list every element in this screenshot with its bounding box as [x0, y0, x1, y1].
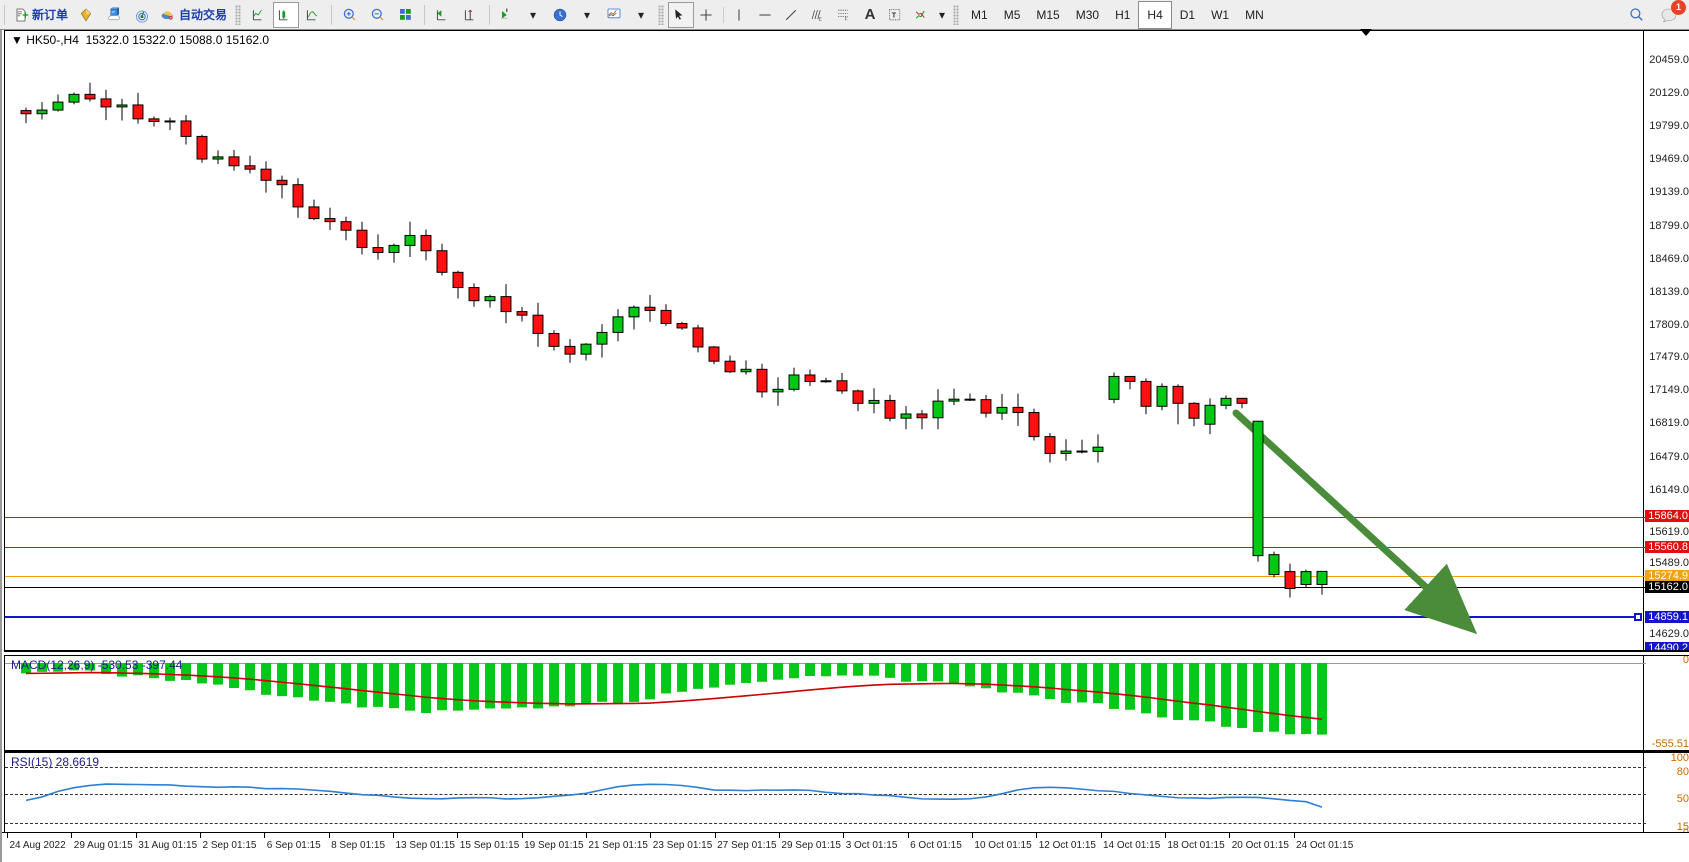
svg-text:T: T [891, 10, 896, 19]
svg-text:E: E [818, 16, 821, 22]
svg-text:F: F [844, 16, 847, 22]
